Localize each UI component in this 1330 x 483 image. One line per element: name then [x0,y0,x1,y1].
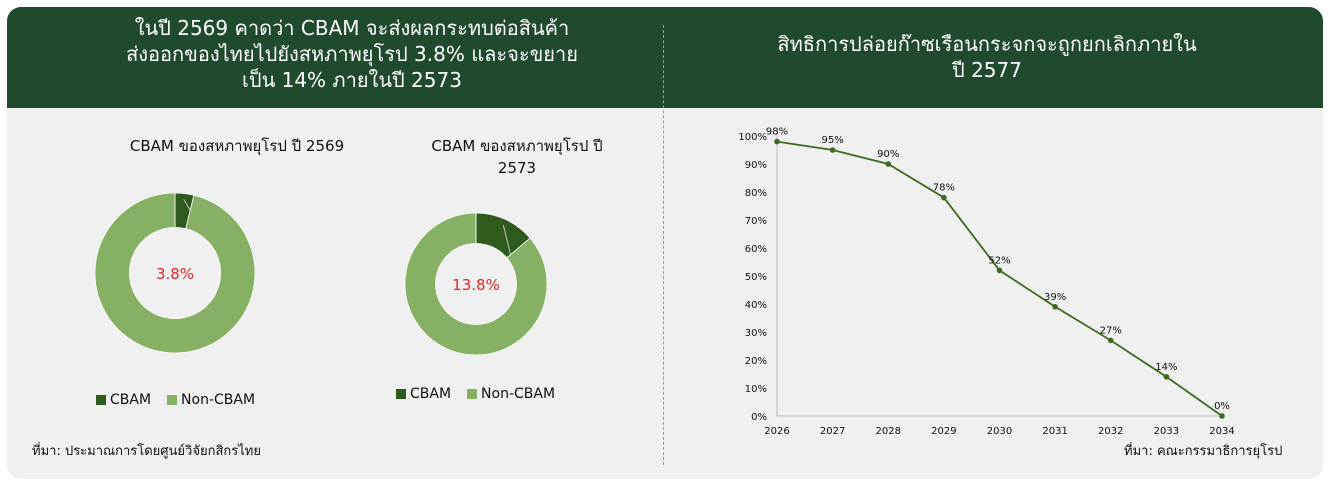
x-tick-label: 2028 [876,426,901,437]
x-tick-label: 2032 [1098,426,1123,437]
data-label: 90% [877,149,899,160]
data-label: 14% [1155,362,1177,373]
legend-label: Non-CBAM [481,386,556,402]
left-title: ในปี 2569 คาดว่า CBAM จะส่งผลกระทบต่อสิน… [47,15,657,93]
data-label: 27% [1100,325,1122,336]
x-tick-label: 2026 [764,426,789,437]
infographic-card: ในปี 2569 คาดว่า CBAM จะส่งผลกระทบต่อสิน… [7,7,1323,479]
left-title-line: เป็น 14% ภายในปี 2573 [242,68,462,92]
left-source-note: ที่มา: ประมาณการโดยศูนย์วิจัยกสิกรไทย [32,444,261,459]
data-label: 78% [933,183,955,194]
header-bar [7,7,1323,108]
y-tick-label: 80% [745,188,767,199]
y-tick-label: 0% [751,412,767,423]
data-point [941,194,947,201]
right-title-line: ปี 2577 [952,58,1022,82]
data-point [829,147,836,153]
donut-chart-2573: 13.8% [405,213,547,355]
series-line [776,140,1223,417]
left-title-line: ในปี 2569 คาดว่า CBAM จะส่งผลกระทบต่อสิน… [134,16,570,40]
y-tick-label: 20% [745,356,767,367]
data-label: 52% [988,255,1010,266]
donut-center-label: 13.8% [452,276,500,294]
legend-item-non-cbam: Non-CBAM [467,386,555,402]
data-point [774,138,780,145]
x-tick-label: 2033 [1154,426,1179,437]
y-tick-label: 50% [745,272,767,283]
donut-2569-title: CBAM ของสหภาพยุโรป ปี 2569 [97,135,377,157]
donut-title-line: CBAM ของสหภาพยุโรป ปี [431,137,603,155]
donut-slice-non-cbam [405,213,547,355]
donut-2569-legend: CBAM Non-CBAM [96,392,265,408]
y-tick-label: 70% [745,216,767,227]
donut-title-line: 2573 [497,159,537,177]
legend-swatch-non-cbam [467,389,478,399]
donut-title-line: CBAM ของสหภาพยุโรป ปี 2569 [129,137,345,155]
data-point [1163,374,1170,380]
legend-item-cbam: CBAM [396,386,451,402]
donut-2573-legend: CBAM Non-CBAM [396,386,565,402]
donut-slice-non-cbam [95,193,255,353]
data-point [1052,304,1058,310]
legend-label: CBAM [410,386,452,402]
donut-2573-title: CBAM ของสหภาพยุโรป ปี 2573 [392,135,642,179]
section-divider [663,25,664,465]
data-point [1107,337,1114,344]
y-tick-label: 60% [745,244,767,255]
y-tick-label: 90% [745,160,767,171]
data-point [996,267,1003,274]
y-tick-label: 10% [745,384,767,395]
x-tick-label: 2027 [820,426,845,437]
legend-swatch-cbam [396,389,406,399]
donut-center-label: 3.8% [156,265,194,283]
data-label: 95% [822,135,844,146]
left-title-line: ส่งออกของไทยไปยังสหภาพยุโรป 3.8% และจะขย… [126,42,578,66]
y-tick-label: 100% [738,132,767,143]
x-tick-label: 2029 [931,426,956,437]
legend-label: CBAM [110,392,152,408]
y-tick-label: 40% [745,300,767,311]
y-tick-label: 30% [745,328,767,339]
x-tick-label: 2030 [987,426,1012,437]
x-tick-label: 2031 [1042,426,1067,437]
legend-item-non-cbam: Non-CBAM [167,392,255,408]
line-chart-allowances: 0% 10% 20% 30% 40% 50% 60% 70% 80% 90% 100% 2026 202… [738,127,1234,437]
data-point [1219,413,1225,419]
data-label: 98% [766,127,788,138]
legend-label: Non-CBAM [181,392,256,408]
right-source-note: ที่มา: คณะกรรมาธิการยุโรป [1124,444,1283,459]
data-label: 0% [1214,401,1230,412]
legend-item-cbam: CBAM [96,392,151,408]
donut-chart-2569: 3.8% [95,193,255,353]
legend-swatch-non-cbam [167,395,178,405]
right-title-line: สิทธิการปล่อยก๊าซเรือนกระจกจะถูกยกเลิกภา… [777,32,1197,56]
data-label: 39% [1044,292,1066,303]
x-tick-label: 2034 [1209,426,1234,437]
legend-swatch-cbam [96,395,106,405]
data-point [885,161,892,167]
right-title: สิทธิการปล่อยก๊าซเรือนกระจกจะถูกยกเลิกภา… [707,31,1267,83]
